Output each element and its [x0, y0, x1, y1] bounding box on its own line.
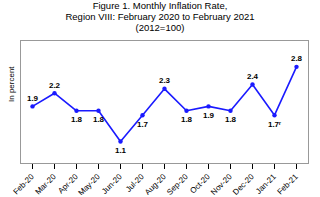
- svg-text:Sep-20: Sep-20: [165, 172, 190, 195]
- svg-text:Mar-20: Mar-20: [33, 172, 58, 195]
- svg-text:Feb-21: Feb-21: [275, 172, 300, 195]
- svg-text:1.8: 1.8: [225, 115, 237, 124]
- svg-text:1.7ʳ: 1.7ʳ: [268, 120, 281, 129]
- svg-text:1.7: 1.7: [137, 120, 149, 129]
- svg-text:Nov-20: Nov-20: [209, 172, 234, 195]
- svg-text:2.2: 2.2: [49, 81, 61, 90]
- svg-text:Jun-20: Jun-20: [100, 172, 124, 195]
- svg-text:1.8: 1.8: [93, 115, 105, 124]
- svg-text:1.8: 1.8: [181, 115, 193, 124]
- svg-text:2.3: 2.3: [159, 76, 171, 85]
- svg-text:May-20: May-20: [76, 172, 102, 195]
- html-text:Figure 1. Monthly Inflation Ra: Figure 1. Monthly Inflation Rate, Region…: [65, 0, 255, 33]
- svg-text:1.1: 1.1: [115, 146, 127, 155]
- svg-text:2.8: 2.8: [291, 54, 303, 63]
- svg-text:Jul-20: Jul-20: [123, 172, 146, 194]
- svg-text:In percent: In percent: [7, 65, 16, 101]
- svg-text:Jan-21: Jan-21: [254, 172, 278, 195]
- svg-text:1.9: 1.9: [203, 111, 215, 120]
- svg-text:Oct-20: Oct-20: [188, 172, 212, 195]
- svg-text:Aug-20: Aug-20: [143, 172, 168, 195]
- svg-text:1.9: 1.9: [27, 94, 39, 103]
- svg-text:2.4: 2.4: [247, 72, 259, 81]
- svg-text:Feb-20: Feb-20: [11, 172, 36, 195]
- svg-text:Dec-20: Dec-20: [231, 172, 256, 195]
- svg-text:1.8: 1.8: [71, 115, 83, 124]
